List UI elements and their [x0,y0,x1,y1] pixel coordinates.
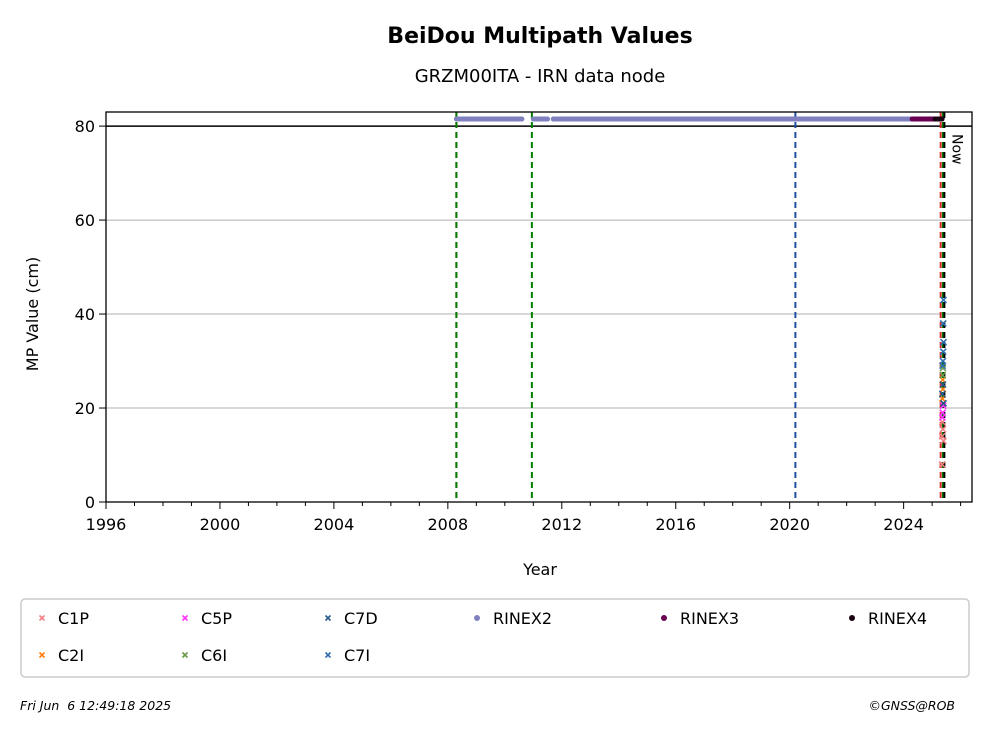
point-c1p-1 [938,432,946,440]
point-c1p-2 [939,425,947,433]
legend-marker-rinex4 [849,615,855,621]
point-c7i-3 [939,338,948,346]
point-c7i-4 [939,319,947,328]
legend-label-c1p: C1P [58,609,89,628]
point-c7i-5 [939,296,948,304]
x-tick-label-2020: 2020 [769,515,810,534]
y-tick-label-40: 40 [75,305,95,324]
point-c7d-1 [939,380,947,389]
x-tick-label-2004: 2004 [314,515,355,534]
legend-label-c5p: C5P [201,609,232,628]
legend-marker-c7d [324,614,332,622]
plot-area: 1996 2000 2004 2008 2012 2016 2020 2024 0 20 40 60 8… [75,111,973,534]
point-c5p-2 [938,413,946,421]
x-tick-label-2008: 2008 [427,515,468,534]
legend-label-rinex2: RINEX2 [493,609,552,628]
legend-box [20,598,970,678]
y-axis-label: MP Value (cm) [23,257,42,371]
x-tick-label-2012: 2012 [541,515,582,534]
now-label: Now [948,134,964,165]
legend-marker-rinex2 [474,615,480,621]
copyright: ©GNSS@ROB [868,698,955,713]
point-c1p-0 [938,460,946,468]
legend: C1P C5P C7D RINEX2 RINEX3 RINEX4 C2I C6I C7I [20,598,970,678]
legend-marker-c6i [181,651,189,659]
legend-label-rinex3: RINEX3 [680,609,739,628]
axes-frame [105,111,973,503]
y-tick-label-60: 60 [75,211,95,230]
y-tick-label-0: 0 [85,493,95,512]
legend-label-c7d: C7D [344,609,378,628]
timestamp: Fri Jun 6 12:49:18 2025 [20,698,171,713]
legend-label-c7i: C7I [344,646,370,665]
x-tick-label-1996: 1996 [86,515,127,534]
chart-title: BeiDou Multipath Values [387,24,692,49]
x-axis-label: Year [522,560,557,579]
y-tick-label-80: 80 [75,117,95,136]
legend-marker-c5p [181,614,189,622]
legend-label-c2i: C2I [58,646,84,665]
point-c7i-2 [939,362,947,370]
legend-marker-c1p [38,614,46,622]
x-tick-label-2024: 2024 [883,515,924,534]
x-tick-label-2016: 2016 [655,515,696,534]
point-c5p-1 [939,402,947,410]
chart-subtitle: GRZM00ITA - IRN data node [415,66,666,87]
point-c1p-4 [939,437,948,445]
legend-label-c6i: C6I [201,646,227,665]
legend-marker-rinex3 [661,615,667,621]
legend-marker-c2i [38,651,46,659]
point-c6i-0 [939,371,947,379]
point-c7d-0 [938,390,946,398]
point-c6i-1 [939,364,947,372]
legend-label-rinex4: RINEX4 [868,609,927,628]
point-c7d-2 [939,399,948,407]
y-tick-label-20: 20 [75,399,95,418]
point-c7i-1 [939,348,947,356]
legend-marker-c7i [324,651,332,659]
x-tick-label-2000: 2000 [200,515,241,534]
